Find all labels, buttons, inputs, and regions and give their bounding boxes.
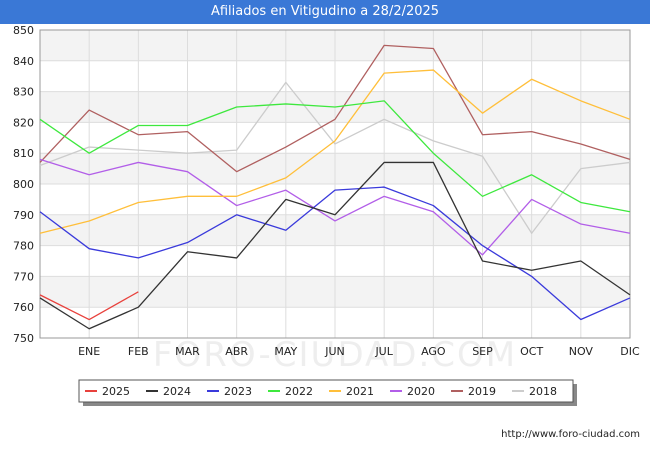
y-tick-label: 840 xyxy=(13,55,34,68)
x-tick-label: JUN xyxy=(324,345,345,358)
x-tick-label: JUL xyxy=(374,345,393,358)
y-tick-label: 790 xyxy=(13,209,34,222)
x-axis: ENE FEB MAR ABR MAY JUN JUL AGO SEP OCT NOV DIC xyxy=(78,345,640,358)
x-tick-label: NOV xyxy=(569,345,594,358)
y-tick-label: 770 xyxy=(13,270,34,283)
y-axis: 750 760 770 780 790 800 810 820 830 840 850 xyxy=(13,24,34,345)
legend-label-2019: 2019 xyxy=(468,385,496,398)
x-tick-label: AGO xyxy=(421,345,446,358)
title-bar xyxy=(0,0,650,24)
series-line-2019 xyxy=(39,44,631,173)
legend-label-2020: 2020 xyxy=(407,385,435,398)
legend-box xyxy=(78,379,574,403)
y-tick-label: 800 xyxy=(13,178,34,191)
legend-label-2021: 2021 xyxy=(346,385,374,398)
x-tick-label: MAR xyxy=(175,345,200,358)
x-tick-label: OCT xyxy=(520,345,543,358)
legend-label-2023: 2023 xyxy=(224,385,252,398)
y-tick-label: 850 xyxy=(13,24,34,37)
legend-label-2022: 2022 xyxy=(285,385,313,398)
series-lines xyxy=(39,44,631,330)
legend-label-2024: 2024 xyxy=(163,385,191,398)
legend-label-2018: 2018 xyxy=(529,385,557,398)
y-tick-label: 760 xyxy=(13,301,34,314)
series-line-2024 xyxy=(39,161,631,330)
y-tick-label: 750 xyxy=(13,332,34,345)
x-tick-label: FEB xyxy=(128,345,149,358)
plot-frame xyxy=(39,29,631,339)
legend: 2025 2024 2023 2022 2021 2020 2019 2018 xyxy=(78,379,577,406)
series-line-2021 xyxy=(39,69,631,234)
series-line-2020 xyxy=(39,158,631,256)
x-tick-label: ENE xyxy=(78,345,100,358)
series-line-2022 xyxy=(39,100,631,213)
series-line-2025 xyxy=(39,291,139,321)
y-tick-label: 830 xyxy=(13,86,34,99)
series-line-2018 xyxy=(39,81,631,234)
x-tick-label: SEP xyxy=(472,345,493,358)
x-tick-label: MAY xyxy=(274,345,297,358)
series-line-2023 xyxy=(39,186,631,321)
legend-label-2025: 2025 xyxy=(102,385,130,398)
x-tick-label: DIC xyxy=(620,345,640,358)
y-tick-label: 820 xyxy=(13,116,34,129)
chart-title: Afiliados en Vitigudino a 28/2/2025 xyxy=(210,4,440,19)
y-tick-label: 780 xyxy=(13,240,34,253)
watermark: FORO-CIUDAD.COM xyxy=(153,335,517,375)
footer-url: http://www.foro-ciudad.com xyxy=(501,429,640,440)
x-tick-label: ABR xyxy=(225,345,248,358)
y-tick-label: 810 xyxy=(13,147,34,160)
